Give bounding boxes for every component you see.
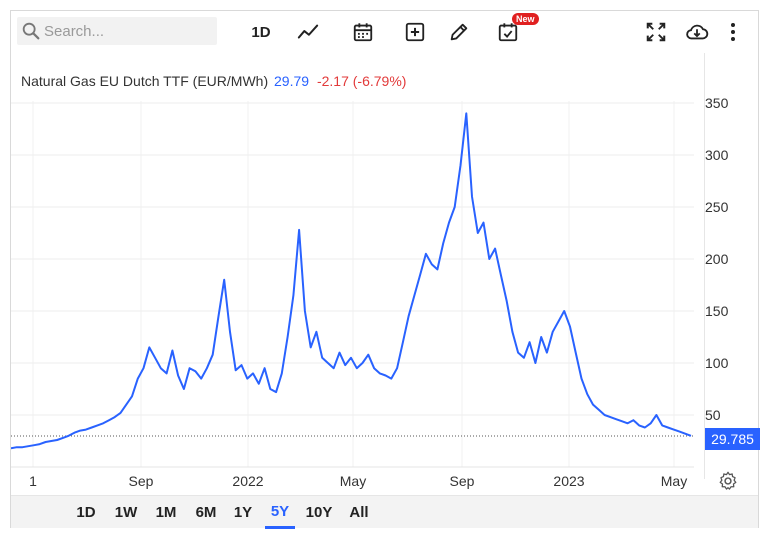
range-all[interactable]: All <box>349 504 369 521</box>
y-tick-label: 50 <box>705 407 721 423</box>
last-price-tag: 29.785 <box>705 428 760 450</box>
expand-icon <box>646 22 666 42</box>
range-1y[interactable]: 1Y <box>233 504 253 521</box>
instrument-header: Natural Gas EU Dutch TTF (EUR/MWh) 29.79… <box>21 73 406 89</box>
x-tick-label: May <box>661 473 687 489</box>
range-1m[interactable]: 1M <box>155 504 177 521</box>
price-series-line <box>11 112 692 450</box>
y-tick-label: 150 <box>705 303 729 319</box>
more-vertical-icon <box>731 23 735 41</box>
price-change: -2.17 (-6.79%) <box>316 73 407 89</box>
fullscreen-button[interactable] <box>643 19 669 45</box>
gear-icon[interactable] <box>717 470 739 492</box>
instrument-name: Natural Gas EU Dutch TTF (EUR/MWh) <box>21 73 269 89</box>
interval-button[interactable]: 1D <box>251 23 271 41</box>
y-tick-label: 350 <box>705 95 729 111</box>
y-tick-label: 100 <box>705 355 729 371</box>
y-tick-label: 250 <box>705 199 729 215</box>
events-button[interactable] <box>495 19 521 45</box>
add-indicator-button[interactable] <box>402 19 428 45</box>
chart-type-button[interactable] <box>295 19 321 45</box>
line-chart-icon <box>297 24 319 39</box>
y-axis-divider <box>704 53 705 479</box>
pencil-icon <box>450 23 468 41</box>
calendar-icon <box>353 23 373 42</box>
x-tick-label: May <box>340 473 366 489</box>
range-6m[interactable]: 6M <box>195 504 217 521</box>
search-box[interactable] <box>17 17 217 45</box>
x-tick-label: Sep <box>450 473 475 489</box>
last-price: 29.79 <box>274 73 310 89</box>
cloud-download-icon <box>686 24 709 40</box>
more-button[interactable] <box>724 19 742 45</box>
price-chart[interactable]: 50 100 150 200 250 300 350 1 Sep 2022 May Sep 2023 Ma… <box>11 11 758 495</box>
x-tick-label: Sep <box>129 473 154 489</box>
toolbar: 1D <box>11 11 758 53</box>
x-tick-label: 2022 <box>232 473 263 489</box>
download-button[interactable] <box>683 19 711 45</box>
x-tick-label: 1 <box>29 473 37 489</box>
range-1d[interactable]: 1D <box>76 504 96 521</box>
new-badge: New <box>512 13 539 25</box>
x-tick-label: 2023 <box>553 473 584 489</box>
y-tick-label: 300 <box>705 147 729 163</box>
calendar-check-icon <box>498 23 518 42</box>
range-1w[interactable]: 1W <box>114 504 138 521</box>
calendar-button[interactable] <box>350 19 376 45</box>
search-icon <box>22 22 40 40</box>
y-tick-label: 200 <box>705 251 729 267</box>
range-10y[interactable]: 10Y <box>305 504 333 521</box>
search-input[interactable] <box>44 22 204 40</box>
draw-button[interactable] <box>446 19 472 45</box>
range-selector: 1D 1W 1M 6M 1Y 5Y 10Y All <box>11 495 758 529</box>
plus-square-icon <box>405 22 425 42</box>
range-5y[interactable]: 5Y <box>265 496 295 529</box>
chart-widget: 1D <box>10 10 760 529</box>
